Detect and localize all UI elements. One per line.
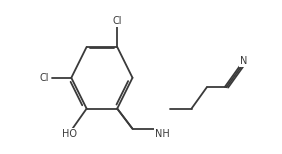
Text: HO: HO (62, 128, 77, 138)
Text: Cl: Cl (113, 16, 122, 26)
Text: NH: NH (155, 128, 169, 138)
Text: N: N (240, 56, 248, 66)
Text: Cl: Cl (40, 73, 49, 83)
